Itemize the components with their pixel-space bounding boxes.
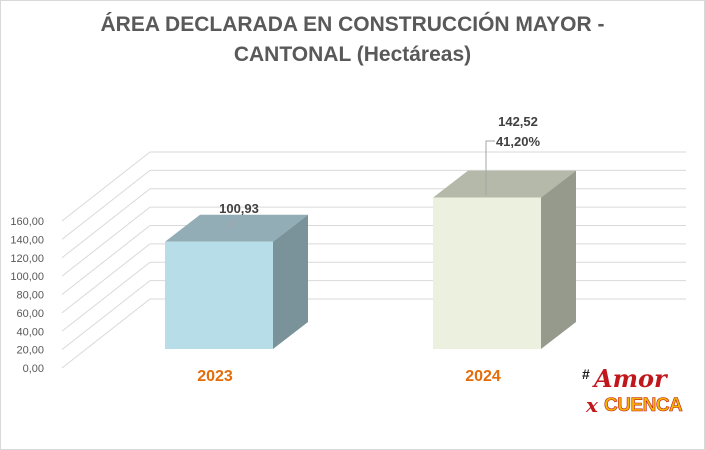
bar-2024 [433,197,541,349]
chart-title-line-2: CANTONAL (Hectáreas) [233,43,472,66]
percent-annotation-2024: 41,20% [496,134,541,149]
y-tick-label: 80,00 [16,290,44,302]
y-tick-label: 20,00 [16,345,44,357]
logo-amor: Amor [594,364,667,393]
chart-title: ÁREA DECLARADA EN CONSTRUCCIÓN MAYOR - C… [0,10,705,70]
leader-line-2023 [226,219,236,230]
y-tick-label: 60,00 [16,308,44,320]
chart-bars [165,170,576,349]
gridline-diagonal [61,151,151,222]
chart-gridlines [61,151,686,369]
bar-2023 [165,241,273,349]
gridline-diagonal [61,225,151,295]
y-tick-label: 140,00 [10,234,44,246]
y-tick-label: 40,00 [16,326,44,338]
logo-hash: # [582,366,590,382]
bar-side-2024 [541,170,576,349]
gridline-diagonal [61,169,151,240]
gridline-diagonal [61,206,151,277]
y-axis-tick-labels: 0,00 20,00 40,00 60,00 80,00 100,00 120,00 140,… [10,216,44,375]
category-label-2024: 2024 [465,368,501,385]
amor-por-cuenca-logo: # Amor x CUENCA [582,364,694,420]
leader-line-2024 [485,140,495,196]
y-tick-label: 100,00 [10,271,44,283]
gridline-diagonal [61,188,151,259]
value-label-2023: 100,93 [219,201,259,216]
bar-side-2023 [273,214,308,349]
logo-x: x [586,393,598,417]
bar-top-2023 [165,214,308,242]
y-tick-label: 0,00 [23,363,44,375]
gridline-diagonal [61,298,151,369]
gridline-diagonal [61,280,151,351]
logo-cuenca: CUENCA [604,395,683,417]
gridline-diagonal [61,261,151,332]
chart-title-line-1: ÁREA DECLARADA EN CONSTRUCCIÓN MAYOR - [100,13,605,36]
y-tick-label: 160,00 [10,216,44,228]
y-tick-label: 120,00 [10,253,44,265]
bar-top-2024 [433,170,576,198]
category-label-2023: 2023 [197,368,233,385]
chart-labels: 2023 2024 100,93 142,52 41,20% [197,114,540,385]
gridline-diagonal [61,243,151,314]
value-label-2024: 142,52 [498,114,538,129]
